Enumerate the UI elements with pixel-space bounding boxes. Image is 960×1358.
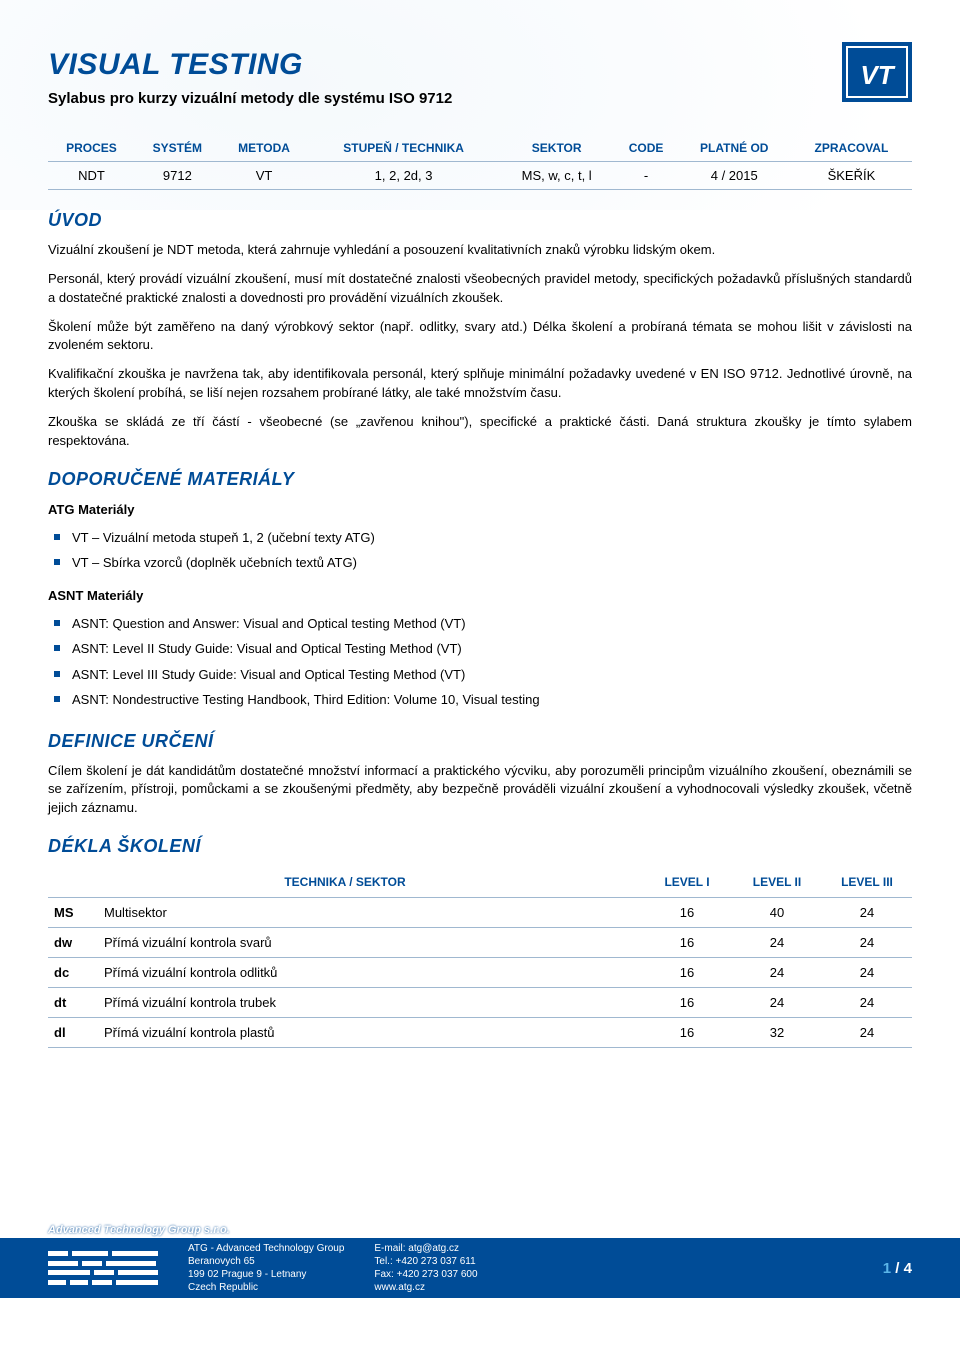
table-row: MS Multisektor 16 40 24 xyxy=(48,898,912,928)
method-badge: VT xyxy=(842,42,912,102)
row-name: Přímá vizuální kontrola odlitků xyxy=(98,958,642,988)
meta-td: ŠKEŘÍK xyxy=(791,162,912,190)
row-code: dc xyxy=(48,958,98,988)
list-item: ASNT: Nondestructive Testing Handbook, T… xyxy=(72,687,912,713)
row-l1: 16 xyxy=(642,958,732,988)
asnt-subheading: ASNT Materiály xyxy=(48,588,912,603)
uvod-p: Personál, který provádí vizuální zkoušen… xyxy=(48,270,912,308)
hours-th: LEVEL I xyxy=(642,867,732,898)
page-title: VISUAL TESTING xyxy=(48,48,912,82)
uvod-p: Vizuální zkoušení je NDT metoda, která z… xyxy=(48,241,912,260)
atg-list: VT – Vizuální metoda stupeň 1, 2 (učební… xyxy=(48,525,912,576)
page-total: 4 xyxy=(904,1260,912,1277)
row-code: dw xyxy=(48,928,98,958)
hours-table: TECHNIKA / SEKTOR LEVEL I LEVEL II LEVEL… xyxy=(48,867,912,1048)
meta-th: STUPEŇ / TECHNIKA xyxy=(308,135,499,162)
asnt-list: ASNT: Question and Answer: Visual and Op… xyxy=(48,611,912,713)
meta-th: CODE xyxy=(614,135,677,162)
meta-td: 4 / 2015 xyxy=(678,162,791,190)
footer-contact: E-mail: atg@atg.cz Tel.: +420 273 037 61… xyxy=(374,1242,477,1294)
meta-td: 9712 xyxy=(135,162,220,190)
footer-company: Advanced Technology Group s.r.o. xyxy=(48,1224,230,1236)
table-row: dl Přímá vizuální kontrola plastů 16 32 … xyxy=(48,1018,912,1048)
row-l2: 32 xyxy=(732,1018,822,1048)
uvod-p: Kvalifikační zkouška je navržena tak, ab… xyxy=(48,365,912,403)
page-subtitle: Sylabus pro kurzy vizuální metody dle sy… xyxy=(48,90,912,107)
meta-td: 1, 2, 2d, 3 xyxy=(308,162,499,190)
definice-p: Cílem školení je dát kandidátům dostateč… xyxy=(48,762,912,819)
list-item: ASNT: Level II Study Guide: Visual and O… xyxy=(72,636,912,662)
list-item: VT – Vizuální metoda stupeň 1, 2 (učební… xyxy=(72,525,912,551)
footer-line: ATG - Advanced Technology Group xyxy=(188,1242,344,1255)
footer-line: Fax: +420 273 037 600 xyxy=(374,1268,477,1281)
atg-logo xyxy=(48,1251,158,1285)
atg-subheading: ATG Materiály xyxy=(48,502,912,517)
list-item: ASNT: Question and Answer: Visual and Op… xyxy=(72,611,912,637)
table-row: dc Přímá vizuální kontrola odlitků 16 24… xyxy=(48,958,912,988)
row-l3: 24 xyxy=(822,988,912,1018)
hours-th: TECHNIKA / SEKTOR xyxy=(48,867,642,898)
hours-th: LEVEL III xyxy=(822,867,912,898)
footer-line: 199 02 Prague 9 - Letnany xyxy=(188,1268,344,1281)
section-uvod-heading: ÚVOD xyxy=(48,210,912,231)
meta-th: SYSTÉM xyxy=(135,135,220,162)
footer-address: ATG - Advanced Technology Group Beranovy… xyxy=(188,1242,344,1294)
list-item: VT – Sbírka vzorců (doplněk učebních tex… xyxy=(72,550,912,576)
page-number: 1 / 4 xyxy=(883,1260,912,1277)
row-code: dt xyxy=(48,988,98,1018)
page-current: 1 xyxy=(883,1260,891,1277)
row-name: Přímá vizuální kontrola svarů xyxy=(98,928,642,958)
table-row: dw Přímá vizuální kontrola svarů 16 24 2… xyxy=(48,928,912,958)
hours-th: LEVEL II xyxy=(732,867,822,898)
meta-td: NDT xyxy=(48,162,135,190)
row-name: Multisektor xyxy=(98,898,642,928)
section-definice-heading: DEFINICE URČENÍ xyxy=(48,731,912,752)
footer-line: www.atg.cz xyxy=(374,1281,477,1294)
row-l3: 24 xyxy=(822,958,912,988)
footer-line: Tel.: +420 273 037 611 xyxy=(374,1255,477,1268)
row-code: MS xyxy=(48,898,98,928)
meta-td: - xyxy=(614,162,677,190)
section-materialy-heading: DOPORUČENÉ MATERIÁLY xyxy=(48,469,912,490)
meta-th: METODA xyxy=(220,135,309,162)
row-l2: 24 xyxy=(732,928,822,958)
meta-td: VT xyxy=(220,162,309,190)
row-name: Přímá vizuální kontrola trubek xyxy=(98,988,642,1018)
meta-td: MS, w, c, t, l xyxy=(499,162,615,190)
footer-line: Czech Republic xyxy=(188,1281,344,1294)
footer-line: E-mail: atg@atg.cz xyxy=(374,1242,477,1255)
row-l3: 24 xyxy=(822,898,912,928)
list-item: ASNT: Level III Study Guide: Visual and … xyxy=(72,662,912,688)
table-row: dt Přímá vizuální kontrola trubek 16 24 … xyxy=(48,988,912,1018)
row-l2: 24 xyxy=(732,988,822,1018)
row-l2: 24 xyxy=(732,958,822,988)
page-footer: Advanced Technology Group s.r.o. ATG - A… xyxy=(0,1238,960,1298)
section-delka-heading: DÉKLA ŠKOLENÍ xyxy=(48,836,912,857)
meta-th: PLATNÉ OD xyxy=(678,135,791,162)
uvod-p: Školení může být zaměřeno na daný výrobk… xyxy=(48,318,912,356)
meta-th: SEKTOR xyxy=(499,135,615,162)
row-l3: 24 xyxy=(822,1018,912,1048)
row-l1: 16 xyxy=(642,988,732,1018)
row-l2: 40 xyxy=(732,898,822,928)
row-code: dl xyxy=(48,1018,98,1048)
row-l1: 16 xyxy=(642,1018,732,1048)
uvod-p: Zkouška se skládá ze tří částí - všeobec… xyxy=(48,413,912,451)
meta-table: PROCES SYSTÉM METODA STUPEŇ / TECHNIKA S… xyxy=(48,135,912,190)
row-l1: 16 xyxy=(642,898,732,928)
row-l1: 16 xyxy=(642,928,732,958)
row-l3: 24 xyxy=(822,928,912,958)
meta-th: ZPRACOVAL xyxy=(791,135,912,162)
footer-line: Beranovych 65 xyxy=(188,1255,344,1268)
page-sep: / xyxy=(891,1260,904,1277)
row-name: Přímá vizuální kontrola plastů xyxy=(98,1018,642,1048)
meta-th: PROCES xyxy=(48,135,135,162)
